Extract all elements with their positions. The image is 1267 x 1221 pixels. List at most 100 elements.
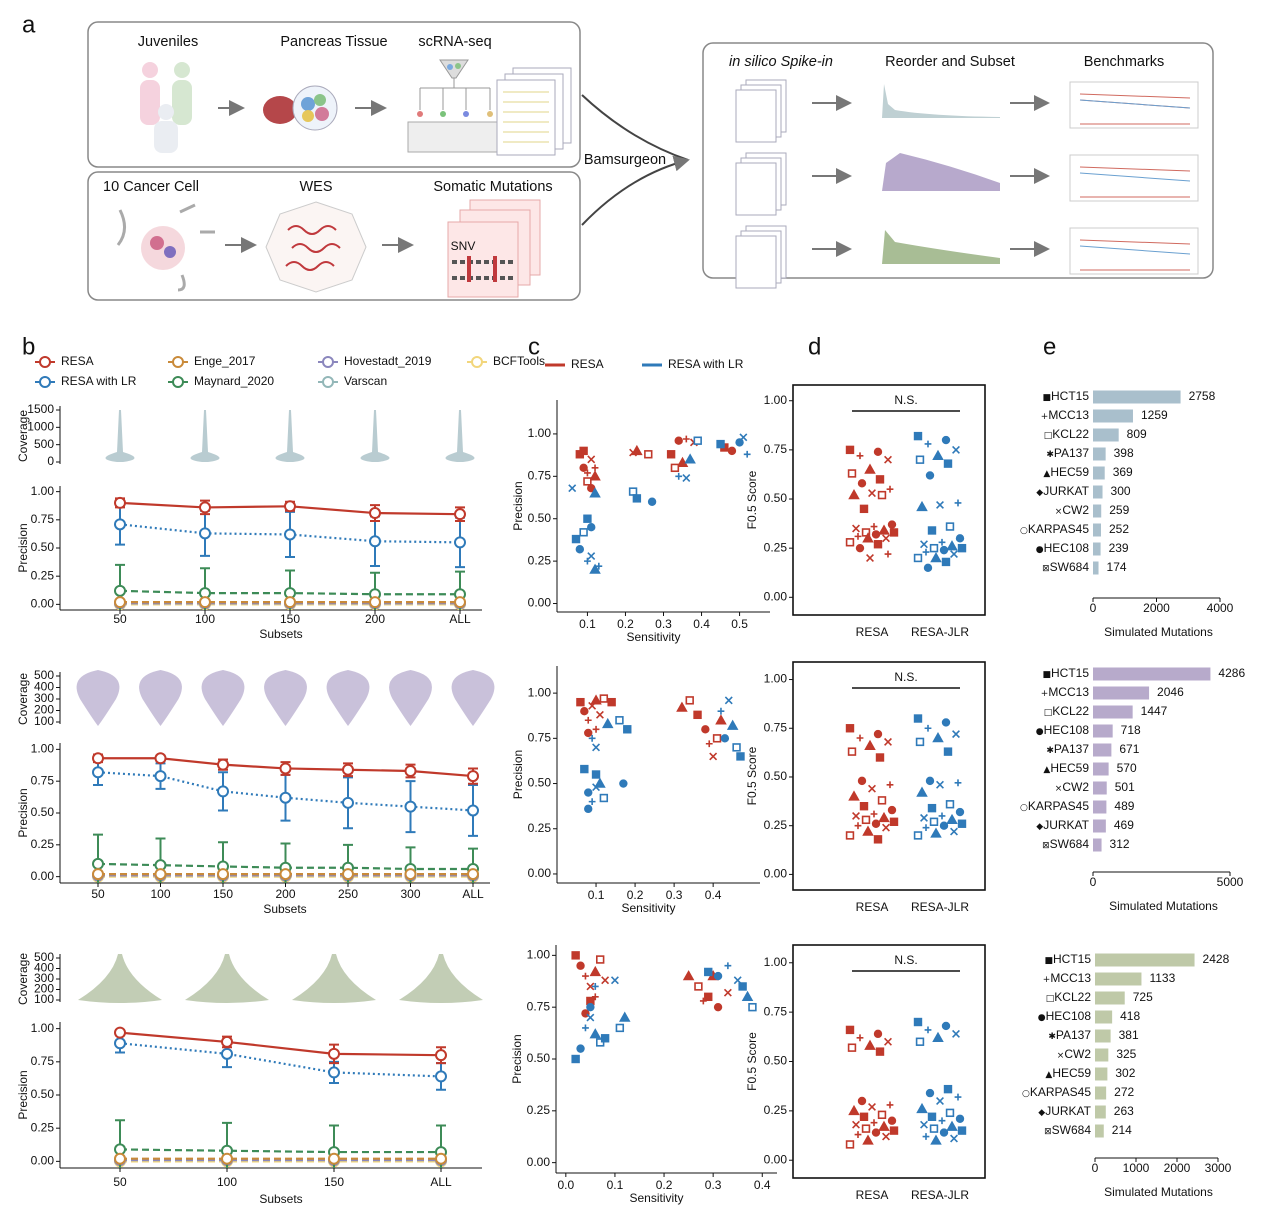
category-marker: ⊠: [1044, 1127, 1052, 1137]
y-tick-label: 0.75: [528, 468, 552, 482]
point: [709, 752, 718, 761]
point: [685, 696, 694, 705]
point: [404, 800, 417, 813]
step-label: Reorder and Subset: [885, 54, 1015, 70]
point: [854, 532, 862, 540]
x-tick-label: 0: [1090, 601, 1097, 615]
category-label: ◆JURKAT: [1038, 1104, 1091, 1118]
point: [913, 714, 923, 723]
step-label: Juveniles: [138, 34, 198, 50]
legend-label: Hovestadt_2019: [344, 354, 432, 368]
point: [114, 518, 126, 531]
panel-letter: a: [22, 11, 36, 38]
bar: [1093, 542, 1101, 556]
point: [589, 563, 601, 574]
point: [623, 725, 632, 734]
category-marker: □: [1046, 994, 1055, 1004]
y-tick-label: 1.00: [31, 484, 55, 498]
category-marker: +: [1041, 412, 1049, 422]
category-name: KCL22: [1052, 704, 1089, 718]
point: [589, 470, 601, 481]
point: [595, 562, 603, 570]
category-label: +MCC13: [1043, 971, 1092, 985]
point: [279, 762, 292, 775]
category-label: ●HEC108: [1036, 541, 1090, 555]
point: [861, 1124, 871, 1133]
value-label: 2046: [1157, 685, 1184, 699]
point: [852, 811, 860, 820]
point: [404, 868, 417, 881]
point: [587, 552, 596, 560]
point: [889, 528, 899, 537]
category-label: ○KARPAS45: [1020, 522, 1089, 536]
point: [592, 725, 600, 733]
point: [925, 1088, 935, 1098]
point: [950, 550, 958, 559]
x-tick-label: 0.1: [607, 1178, 624, 1192]
y-tick-label: 0.00: [764, 589, 788, 603]
bar: [1093, 485, 1103, 499]
category-marker: ◆: [1036, 822, 1043, 832]
category-name: MCC13: [1050, 971, 1091, 985]
y-tick-label: 1500: [27, 402, 54, 416]
category-label: ◆JURKAT: [1036, 818, 1089, 832]
point: [922, 824, 930, 832]
scrna-icon: [407, 59, 572, 156]
point: [873, 729, 883, 739]
y-tick-label: 0.75: [527, 999, 551, 1013]
point: [943, 1084, 953, 1094]
point: [199, 596, 211, 609]
x-tick-label: 0.0: [557, 1178, 574, 1192]
axis-label: F0.5 Score: [745, 746, 759, 805]
point: [114, 584, 126, 597]
bar: [1093, 838, 1102, 852]
category-name: KARPAS45: [1028, 522, 1089, 536]
category-label: ○KARPAS45: [1022, 1085, 1091, 1099]
category-marker: ✱: [1046, 746, 1054, 756]
coverage-violin: [139, 670, 182, 726]
category-label: ●HEC108: [1036, 723, 1090, 737]
legend-marker: [322, 356, 334, 368]
y-tick-label: 1.00: [764, 393, 788, 407]
point: [724, 962, 732, 970]
point: [873, 835, 883, 844]
category-name: PA137: [1056, 1028, 1091, 1042]
point: [591, 464, 599, 472]
point: [92, 868, 104, 881]
point: [199, 527, 211, 540]
y-tick-label: 1.00: [527, 948, 551, 962]
bar: [1095, 953, 1195, 967]
point: [848, 489, 860, 500]
point: [938, 1117, 946, 1125]
y-tick-label: 0.25: [764, 818, 788, 832]
point: [701, 725, 710, 734]
y-tick-label: 200: [34, 982, 54, 996]
category-name: HCT15: [1051, 666, 1089, 680]
point: [927, 526, 937, 535]
y-tick-label: 400: [34, 680, 54, 694]
point: [713, 971, 723, 981]
point: [435, 1070, 447, 1083]
y-tick-label: 1.00: [528, 426, 552, 440]
point: [704, 967, 713, 977]
value-label: 174: [1107, 560, 1127, 574]
point: [873, 447, 883, 457]
annotation: N.S.: [894, 953, 917, 967]
bar: [1095, 1029, 1111, 1043]
x-tick-label: 0.4: [705, 888, 722, 902]
category-name: CW2: [1062, 780, 1089, 794]
axis-label: Coverage: [16, 673, 30, 725]
point: [922, 1133, 930, 1140]
x-tick-label: 0.1: [588, 888, 605, 902]
coverage-violin: [201, 670, 245, 726]
point: [712, 734, 722, 743]
point: [924, 724, 932, 732]
point: [571, 1054, 580, 1064]
category-marker: ⊠: [1042, 564, 1050, 574]
point: [693, 710, 702, 720]
point: [284, 500, 296, 513]
point: [941, 435, 951, 445]
point: [955, 534, 965, 543]
axis-label: Sensitivity: [629, 1191, 683, 1205]
value-label: 489: [1114, 799, 1134, 813]
